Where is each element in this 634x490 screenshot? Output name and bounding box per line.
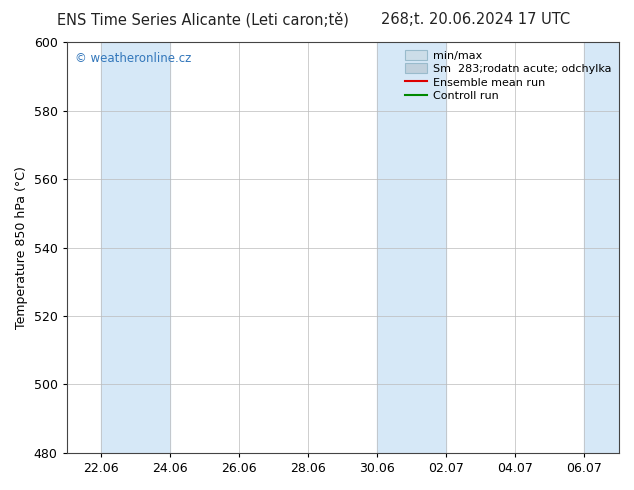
Bar: [377, 42, 446, 453]
Legend: min/max, Sm  283;rodatn acute; odchylka, Ensemble mean run, Controll run: min/max, Sm 283;rodatn acute; odchylka, …: [403, 48, 614, 103]
Text: © weatheronline.cz: © weatheronline.cz: [75, 52, 191, 65]
Text: 268;t. 20.06.2024 17 UTC: 268;t. 20.06.2024 17 UTC: [381, 12, 570, 27]
Y-axis label: Temperature 850 hPa (°C): Temperature 850 hPa (°C): [15, 166, 28, 329]
Bar: [585, 42, 619, 453]
Text: ENS Time Series Alicante (Leti caron;tě): ENS Time Series Alicante (Leti caron;tě): [57, 12, 349, 28]
Bar: [101, 42, 170, 453]
